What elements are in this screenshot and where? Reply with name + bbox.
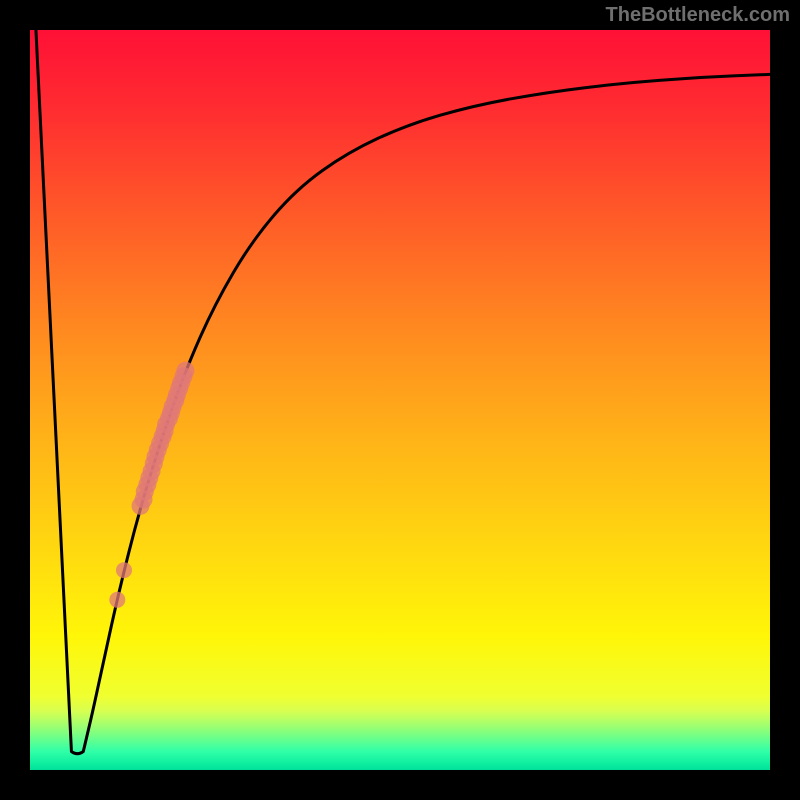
marker-dot bbox=[116, 562, 132, 578]
gradient-background bbox=[30, 30, 770, 770]
chart-svg bbox=[0, 0, 800, 800]
marker-dot bbox=[176, 362, 194, 380]
marker-dot bbox=[109, 592, 125, 608]
chart-stage: TheBottleneck.com bbox=[0, 0, 800, 800]
watermark-text: TheBottleneck.com bbox=[606, 4, 790, 27]
